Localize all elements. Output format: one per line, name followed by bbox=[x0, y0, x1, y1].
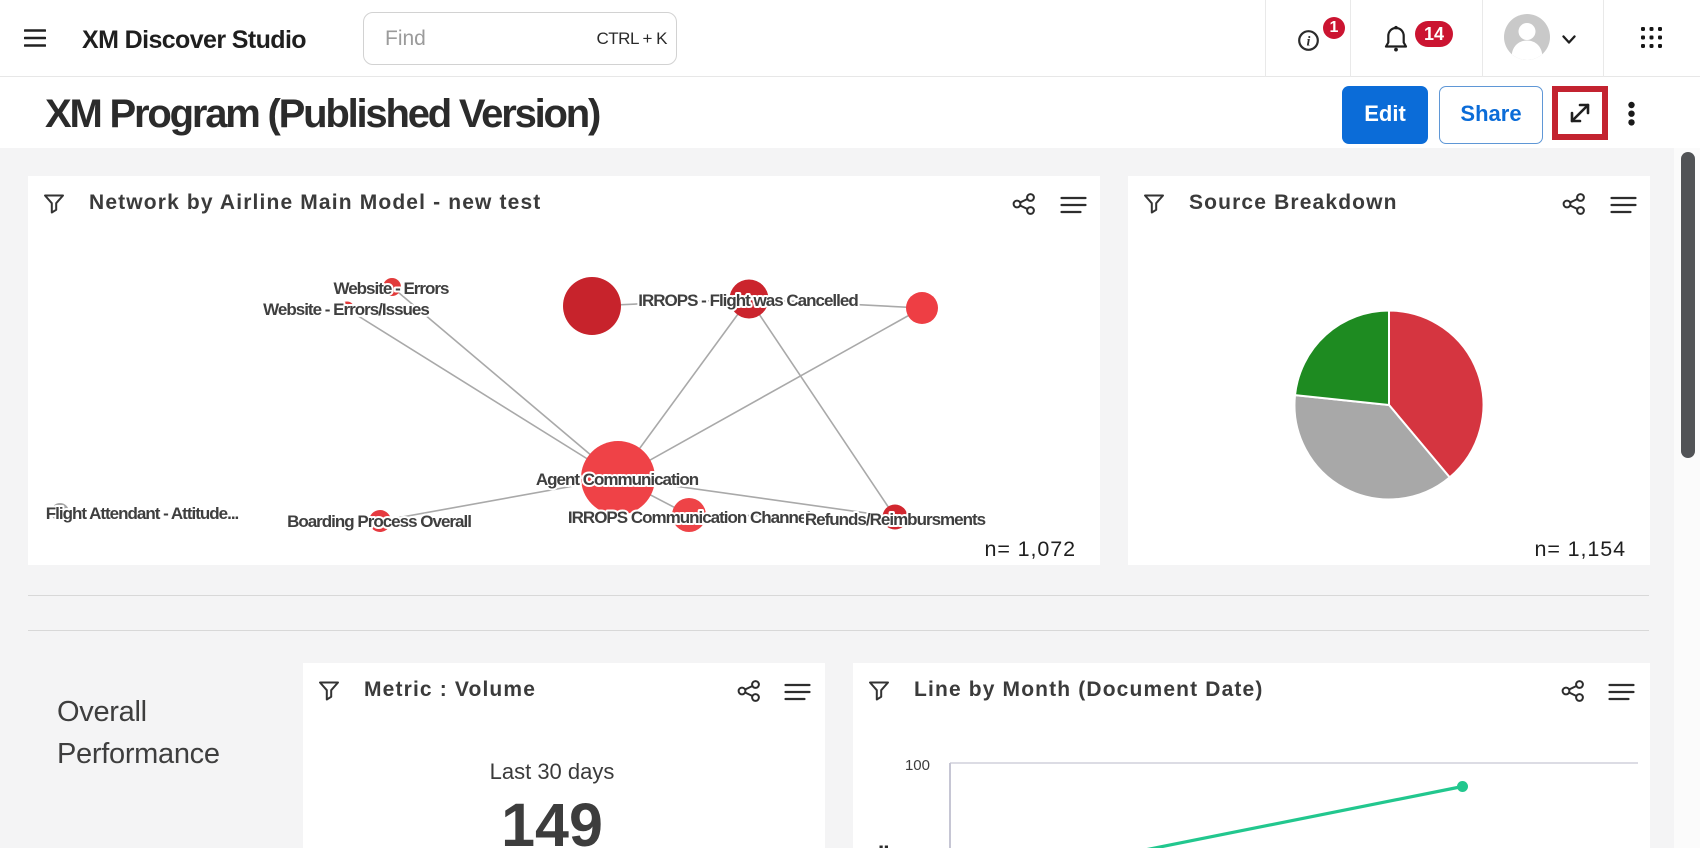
svg-text:100: 100 bbox=[905, 757, 930, 774]
svg-text:IRROPS - Flight was Cancelled: IRROPS - Flight was Cancelled bbox=[638, 291, 858, 310]
svg-text:Website - Errors: Website - Errors bbox=[333, 279, 449, 298]
svg-text:Website - Errors/Issues: Website - Errors/Issues bbox=[263, 300, 429, 319]
svg-text:i: i bbox=[1307, 35, 1311, 50]
svg-text:Boarding Process Overall: Boarding Process Overall bbox=[287, 512, 471, 531]
svg-text:Flight Attendant - Attitude...: Flight Attendant - Attitude... bbox=[46, 504, 239, 523]
svg-text:Agent Communication: Agent Communication bbox=[536, 470, 699, 489]
svg-text:IRROPS Communication Channel: IRROPS Communication Channel bbox=[568, 508, 810, 527]
svg-text:Refunds/Reimbursments: Refunds/Reimbursments bbox=[805, 510, 986, 529]
